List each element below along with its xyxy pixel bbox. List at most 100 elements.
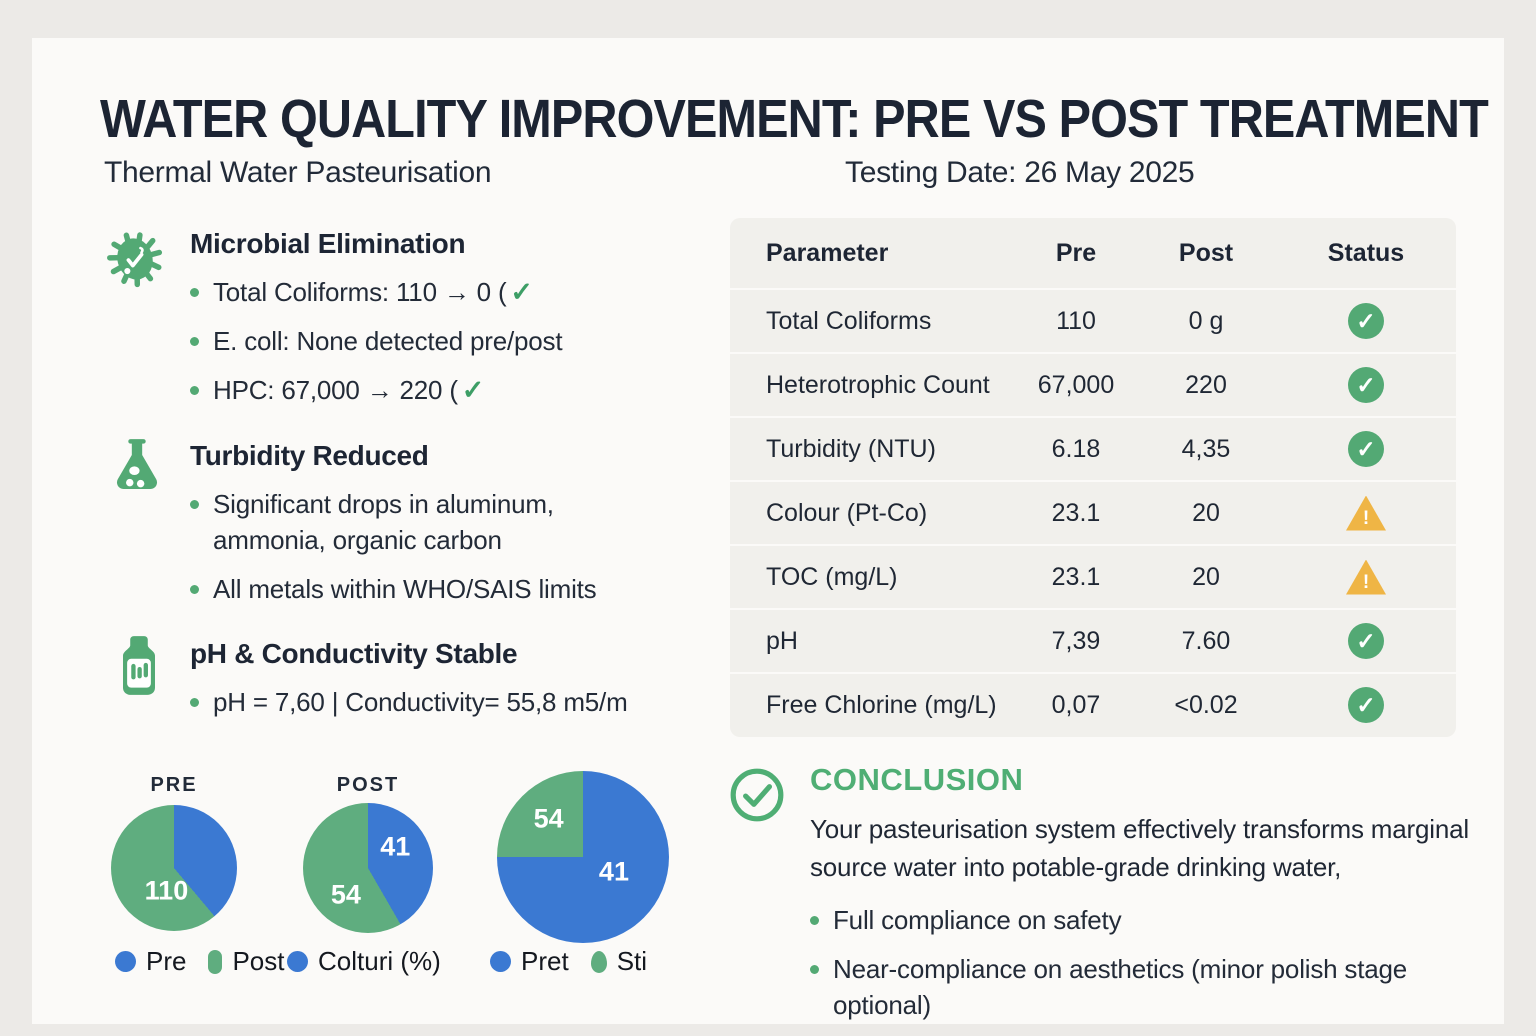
cell-post: <0.02	[1174, 690, 1238, 719]
pie-slice-label: 54	[533, 803, 564, 834]
table-row: Free Chlorine (mg/L) 0,07 <0.02 ✓	[730, 672, 1456, 736]
status-badge-icon: ✓	[1348, 367, 1384, 403]
bullet-dot-icon	[190, 698, 199, 707]
section-bullets: Total Coliforms: 110 → 0 (✓ E. coll: Non…	[190, 274, 660, 408]
list-item: All metals within WHO/SAIS limits	[190, 571, 660, 607]
status-badge-icon: ✓	[1348, 303, 1384, 339]
testing-date: Testing Date: 26 May 2025	[845, 156, 1195, 189]
cell-parameter: Colour (Pt-Co)	[766, 498, 928, 527]
check-ring-icon	[728, 766, 786, 829]
list-item: Full compliance on safety	[810, 902, 1518, 938]
legend-label: Pre	[146, 946, 187, 976]
legend-item: Colturi (%)	[287, 946, 441, 977]
legend-item: Pre	[115, 946, 186, 977]
section-microbial-elimination: Microbial Elimination Total Coliforms: 1…	[100, 228, 720, 421]
status-badge-icon: ✓	[1348, 431, 1384, 467]
cell-post: 7.60	[1181, 626, 1231, 655]
cell-status: ✓	[1276, 623, 1456, 659]
bullet-dot-icon	[810, 916, 819, 925]
legend-marker-icon	[115, 951, 136, 972]
bullet-dot-icon	[190, 337, 199, 346]
status-badge-icon: ✓	[1348, 623, 1384, 659]
bullet-text: All metals within WHO/SAIS limits	[213, 574, 597, 604]
cell-pre: 6.18	[1051, 434, 1101, 463]
bottle-icon	[116, 634, 162, 703]
col-header-pre: Pre	[1055, 238, 1097, 267]
pie-chart-pre: 110	[111, 805, 237, 931]
report-subtitle: Thermal Water Pasteurisation	[104, 156, 492, 189]
conclusion-body: Your pasteurisation system effectively t…	[810, 814, 1469, 882]
cell-pre: 23.1	[1051, 498, 1101, 527]
legend-marker-icon	[490, 951, 511, 972]
table-row: Turbidity (NTU) 6.18 4,35 ✓	[730, 416, 1456, 480]
pie-slice-label: 110	[144, 875, 189, 906]
bullet-dot-icon	[190, 288, 199, 297]
cell-pre: 7,39	[1051, 626, 1101, 655]
bullet-dot-icon	[810, 965, 819, 974]
report-card: WATER QUALITY IMPROVEMENT: PRE VS POST T…	[32, 38, 1504, 1024]
cell-post: 20	[1192, 498, 1220, 527]
section-bullets: pH = 7,60 | Conductivity= 55,8 m5/m	[190, 684, 660, 720]
list-item: Significant drops in aluminum, ammonia, …	[190, 486, 660, 558]
table-row: Heterotrophic Count 67,000 220 ✓	[730, 352, 1456, 416]
microbe-icon	[100, 224, 170, 299]
cell-post: 4,35	[1181, 434, 1231, 463]
cell-status: !	[1276, 559, 1456, 595]
cell-status: ✓	[1276, 431, 1456, 467]
list-item: HPC: 67,000 → 220 (✓	[190, 372, 660, 408]
table-row: Colour (Pt-Co) 23.1 20 !	[730, 480, 1456, 544]
section-heading: Turbidity Reduced	[190, 440, 429, 471]
legend-marker-icon	[208, 949, 223, 974]
green-check-icon: ✓	[510, 277, 533, 307]
section-bullets: Significant drops in aluminum, ammonia, …	[190, 486, 660, 607]
bullet-dot-icon	[190, 386, 199, 395]
cell-status: ✓	[1276, 303, 1456, 339]
green-check-icon: ✓	[461, 375, 485, 405]
cell-pre: 67,000	[1037, 370, 1115, 399]
cell-status: ✓	[1276, 687, 1456, 723]
legend-item: Sti	[590, 946, 648, 977]
table-row: Total Coliforms 110 0 g ✓	[730, 288, 1456, 352]
cell-post: 0 g	[1188, 306, 1224, 335]
bullet-text: HPC: 67,000 → 220 (✓	[213, 375, 485, 405]
legend-label: Colturi (%)	[318, 946, 441, 976]
table-header-row: Parameter Pre Post Status	[730, 218, 1456, 288]
cell-pre: 110	[1056, 306, 1096, 335]
cell-parameter: Total Coliforms	[766, 306, 932, 335]
pie-slice-label: 41	[598, 856, 629, 887]
cell-post: 20	[1192, 562, 1220, 591]
pie-title-pre: PRE	[150, 774, 198, 796]
legend-label: Sti	[616, 946, 648, 976]
col-header-status: Status	[1327, 238, 1405, 267]
status-badge-icon: !	[1346, 495, 1386, 531]
cell-status: !	[1276, 495, 1456, 531]
bullet-dot-icon	[190, 585, 199, 594]
water-quality-table-rows: Total Coliforms 110 0 g ✓ Heterotrophic …	[730, 288, 1456, 736]
water-quality-table: Parameter Pre Post Status Total Coliform…	[730, 218, 1456, 737]
list-item: Total Coliforms: 110 → 0 (✓	[190, 274, 660, 310]
cell-pre: 23.1	[1051, 562, 1101, 591]
list-item: E. coll: None detected pre/post	[190, 323, 660, 359]
pie-chart-post: 41 54	[303, 803, 433, 933]
cell-parameter: Turbidity (NTU)	[766, 434, 936, 463]
list-item: pH = 7,60 | Conductivity= 55,8 m5/m	[190, 684, 660, 720]
pie-slice-label: 54	[330, 879, 361, 910]
flask-icon	[110, 436, 164, 499]
bullet-text: Full compliance on safety	[833, 905, 1122, 935]
cell-parameter: Heterotrophic Count	[766, 370, 990, 399]
list-item: Near-compliance on aesthetics (minor pol…	[810, 951, 1518, 1023]
legend-item: Post	[208, 946, 285, 977]
section-turbidity-reduced: Turbidity Reduced Significant drops in a…	[100, 439, 720, 620]
cell-parameter: Free Chlorine (mg/L)	[766, 690, 997, 719]
table-row: TOC (mg/L) 23.1 20 !	[730, 544, 1456, 608]
bullet-text: Near-compliance on aesthetics (minor pol…	[833, 954, 1408, 1020]
bullet-dot-icon	[190, 500, 199, 509]
pie-title-post: POST	[336, 774, 400, 796]
legend-label: Pret	[521, 946, 569, 976]
conclusion-heading: CONCLUSION	[810, 762, 1024, 797]
table-row: pH 7,39 7.60 ✓	[730, 608, 1456, 672]
status-badge-icon: !	[1346, 559, 1386, 595]
pie-legend-pret-sti: Pret Sti	[490, 946, 659, 977]
cell-status: ✓	[1276, 367, 1456, 403]
legend-item: Pret	[490, 946, 569, 977]
